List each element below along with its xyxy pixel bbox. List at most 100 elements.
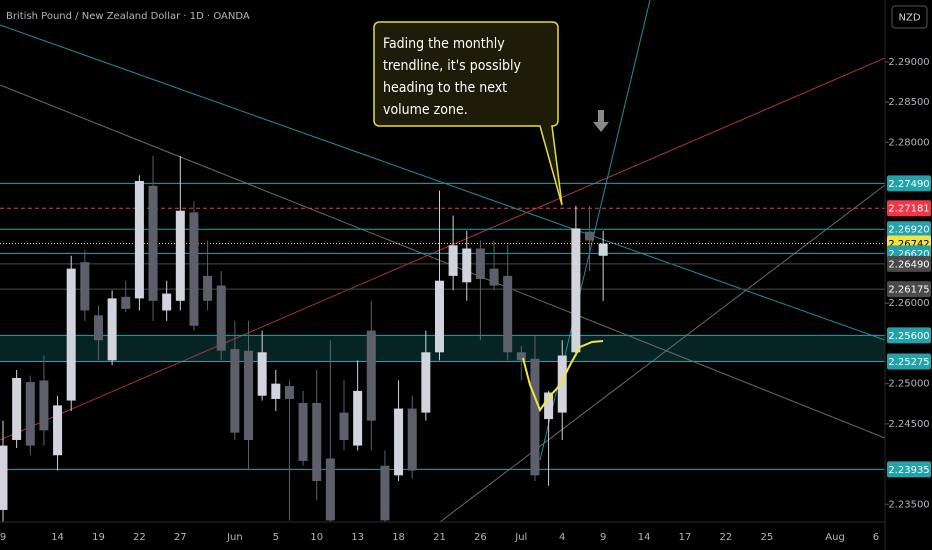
candle-body: [162, 293, 172, 311]
candle-body: [53, 405, 63, 456]
candle-body: [189, 212, 199, 326]
candle-body: [489, 268, 499, 286]
currency-box: [891, 5, 928, 29]
price-label-box: [887, 327, 931, 344]
candle-body: [12, 378, 22, 440]
trendline: [0, 24, 885, 341]
candle-body: [325, 458, 335, 521]
candle-body: [516, 352, 526, 361]
candle-layer: [0, 156, 608, 522]
currency-label: NZD: [898, 13, 920, 24]
candle-body: [0, 445, 8, 510]
candle-body: [394, 408, 404, 476]
x-tick-label: 9: [0, 532, 6, 543]
x-tick-label: 14: [638, 532, 651, 543]
candle-body: [503, 275, 513, 353]
price-label: 2.23935: [888, 465, 929, 476]
price-label-box: [887, 175, 931, 192]
price-label: 2.27490: [888, 179, 929, 190]
x-tick-label: Aug: [825, 532, 845, 543]
price-label: 2.26742: [888, 239, 929, 250]
candle-body: [39, 380, 49, 431]
price-label: 2.25600: [888, 331, 929, 342]
x-tick-label: 13: [351, 532, 364, 543]
candle-body: [312, 402, 322, 481]
candle-body: [284, 386, 294, 399]
candle-body: [148, 185, 158, 301]
x-tick-label: 17: [679, 532, 692, 543]
candle-body: [80, 262, 90, 311]
candle-body: [339, 412, 349, 440]
price-label: 2.26175: [888, 285, 929, 296]
price-label-box: [887, 281, 931, 298]
price-label-box: [887, 200, 931, 217]
candle-body: [407, 408, 417, 471]
price-label-box: [887, 221, 931, 238]
trendlines: [0, 0, 885, 522]
price-label-box: [887, 255, 931, 272]
candle-body: [598, 243, 608, 256]
x-tick-label: 10: [310, 532, 323, 543]
candle-body: [244, 350, 254, 440]
down-arrow: [593, 110, 609, 132]
x-tick-label: 22: [720, 532, 733, 543]
candle-body: [571, 228, 581, 353]
price-label: 2.26620: [888, 249, 929, 260]
x-tick-label: 9: [600, 532, 606, 543]
x-tick-label: 18: [392, 532, 405, 543]
candle-body: [421, 352, 431, 413]
candle-body: [107, 298, 117, 361]
x-tick-label: 6: [873, 532, 879, 543]
candle-body: [353, 390, 363, 446]
price-label-box: [887, 461, 931, 478]
candle-body: [121, 296, 131, 309]
candle-body: [448, 245, 458, 276]
x-tick-label: 25: [760, 532, 773, 543]
candle-body: [175, 210, 185, 301]
candle-body: [366, 330, 376, 421]
x-tick-label: Jul: [514, 532, 527, 543]
candle-body: [66, 268, 76, 401]
trendline: [0, 84, 885, 439]
callout: [373, 21, 563, 206]
callout-text: trendline, it's possibly: [383, 58, 522, 74]
candle-body: [230, 349, 240, 433]
candle-body: [557, 355, 567, 413]
price-label-box: [887, 353, 931, 370]
y-tick-label: 2.28500: [888, 97, 929, 108]
candle-body: [257, 352, 267, 396]
candle-body: [203, 275, 213, 301]
candle-body: [530, 358, 540, 476]
candle-body: [216, 285, 226, 351]
candle-body: [585, 231, 595, 241]
y-tick-label: 2.24500: [888, 419, 929, 430]
trendline: [0, 57, 885, 441]
x-tick-label: Jun: [226, 532, 243, 543]
candle-body: [93, 315, 103, 341]
callout-text: heading to the next: [383, 80, 507, 96]
trendline: [439, 184, 885, 522]
price-label: 2.26920: [888, 225, 929, 236]
candle-body: [380, 465, 390, 521]
y-tick-label: 2.29000: [888, 57, 929, 68]
price-label: 2.27181: [888, 204, 929, 215]
callout-text: volume zone.: [383, 102, 468, 118]
x-tick-label: 27: [174, 532, 187, 543]
x-tick-label: 19: [92, 532, 105, 543]
candle-body: [462, 248, 472, 283]
y-tick-label: 2.26000: [888, 298, 929, 309]
callout-text: Fading the monthly: [383, 36, 505, 52]
candle-body: [434, 280, 444, 353]
x-tick-label: 5: [273, 532, 279, 543]
x-tick-label: 14: [51, 532, 64, 543]
chart-title: British Pound / New Zealand Dollar · 1D …: [6, 11, 250, 22]
candle-body: [298, 402, 308, 461]
y-tick-label: 2.25000: [888, 379, 929, 390]
candle-body: [134, 180, 144, 299]
x-tick-label: 21: [433, 532, 446, 543]
candle-body: [271, 383, 281, 399]
indicator-curve: [522, 340, 604, 413]
x-tick-label: 4: [559, 532, 565, 543]
candle-body: [475, 248, 485, 280]
